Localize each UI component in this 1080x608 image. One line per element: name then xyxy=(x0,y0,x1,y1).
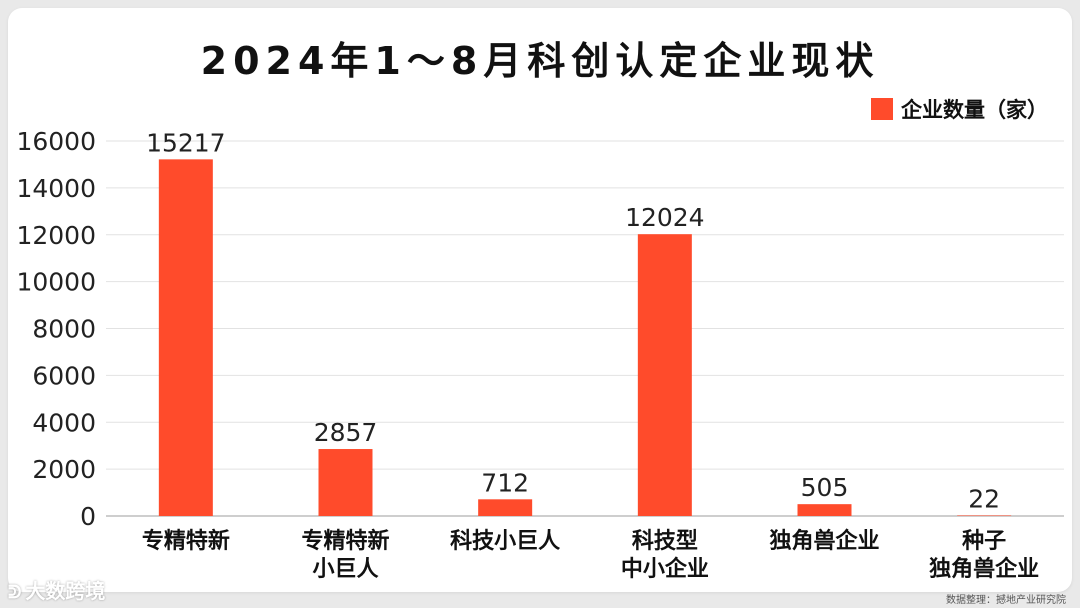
data-label: 712 xyxy=(481,468,529,497)
legend-swatch xyxy=(871,98,893,120)
legend: 企业数量（家） xyxy=(871,94,1048,124)
y-tick-label: 0 xyxy=(80,502,96,531)
x-tick-label: 科技型 xyxy=(632,529,698,554)
x-tick-label: 独角兽企业 xyxy=(929,556,1039,582)
data-label: 15217 xyxy=(146,128,226,157)
x-tick-label: 科技小巨人 xyxy=(450,529,560,554)
y-tick-label: 14000 xyxy=(16,174,96,203)
bar xyxy=(957,515,1012,516)
bar xyxy=(637,234,692,516)
x-tick-label: 独角兽企业 xyxy=(769,528,879,554)
x-tick-label: 专精特新 xyxy=(142,528,230,554)
brand-watermark: ᕲ 大数跨境 xyxy=(8,575,105,604)
data-label: 2857 xyxy=(314,418,378,447)
brand-logo-icon: ᕲ xyxy=(8,582,22,603)
source-note: 数据整理：撼地产业研究院 xyxy=(946,595,1066,606)
y-tick-label: 8000 xyxy=(32,315,96,344)
x-tick-label: 中小企业 xyxy=(621,556,709,582)
legend-label: 企业数量（家） xyxy=(901,98,1048,122)
data-label: 505 xyxy=(801,473,849,502)
brand-text: 大数跨境 xyxy=(25,579,106,603)
y-tick-label: 2000 xyxy=(32,455,96,484)
bar xyxy=(797,504,852,516)
y-tick-label: 4000 xyxy=(32,408,96,437)
bar xyxy=(478,499,533,516)
x-tick-label: 专精特新 xyxy=(301,528,389,554)
y-tick-label: 10000 xyxy=(16,268,96,297)
chart-title: 2024年1～8月科创认定企业现状 xyxy=(200,39,880,83)
data-label: 12024 xyxy=(625,203,705,232)
y-tick-label: 16000 xyxy=(16,127,96,156)
bar xyxy=(158,159,213,516)
x-tick-label: 种子 xyxy=(962,529,1006,554)
y-tick-label: 12000 xyxy=(16,221,96,250)
bar xyxy=(318,449,373,516)
data-label: 22 xyxy=(968,484,1000,513)
y-tick-label: 6000 xyxy=(32,361,96,390)
x-tick-label: 小巨人 xyxy=(312,557,378,582)
